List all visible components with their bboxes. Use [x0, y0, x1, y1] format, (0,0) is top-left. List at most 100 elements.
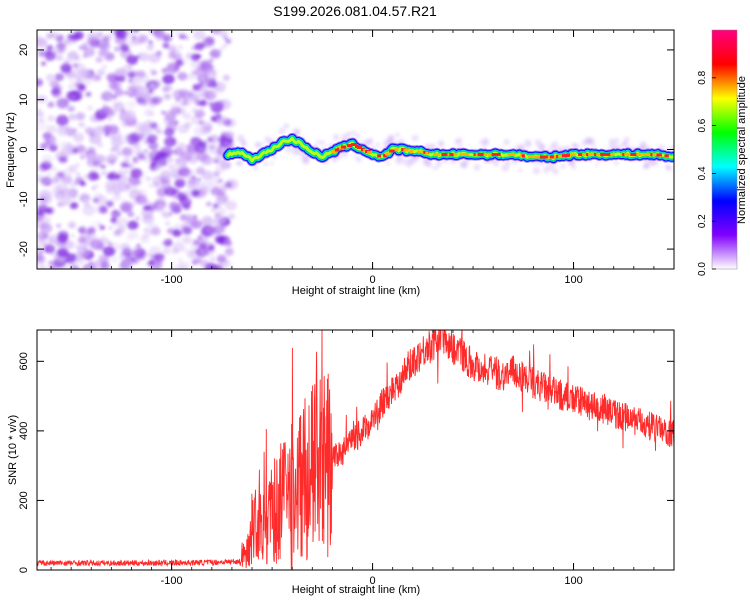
spectrogram-xtick-label: 0 [370, 274, 376, 286]
noise-blob [190, 249, 197, 255]
noise-blob [69, 37, 78, 44]
noise-blob [149, 203, 158, 210]
noise-blob [92, 198, 99, 204]
colorbar-tick-label: 0.4 [697, 166, 708, 180]
signal-hotspot [489, 152, 494, 156]
noise-blob [139, 235, 150, 244]
noise-blob [41, 154, 54, 164]
noise-blob [170, 139, 175, 143]
noise-blob [109, 148, 115, 153]
noise-blob [79, 180, 86, 187]
noise-blob [37, 117, 45, 123]
noise-blob [154, 164, 162, 170]
colorbar-ticks: 0.0 0.2 0.4 0.6 0.8 [697, 70, 716, 276]
halo-blob [256, 143, 261, 148]
halo-blob [595, 163, 599, 167]
noise-blob [180, 225, 187, 231]
noise-blob [85, 151, 91, 155]
noise-blob [83, 47, 95, 57]
noise-blob [177, 71, 188, 81]
signal-hotspot [441, 152, 447, 156]
noise-blob [82, 42, 88, 48]
colorbar: 0.0 0.2 0.4 0.6 0.8 Normalized spectral ampl… [697, 29, 748, 276]
signal-hotspot [565, 153, 570, 157]
signal-hotspot [596, 152, 602, 156]
noise-blob [46, 51, 51, 55]
noise-blob [152, 181, 161, 189]
signal-hotspot [533, 155, 538, 159]
noise-blob [208, 177, 222, 188]
signal-hotspot [590, 152, 595, 156]
noise-blob [162, 247, 171, 255]
signal-hotspot [465, 152, 470, 156]
noise-blob [139, 138, 144, 142]
spectrogram-noise [37, 30, 239, 269]
signal-hotspot [385, 152, 390, 156]
noise-blob [177, 124, 189, 134]
noise-blob [95, 154, 106, 164]
noise-blob [209, 256, 216, 262]
noise-blob [112, 210, 117, 214]
noise-blob [101, 91, 114, 102]
noise-blob [105, 180, 117, 191]
noise-blob [165, 221, 171, 226]
noise-blob [213, 158, 219, 164]
spectrogram-heatmap [37, 30, 674, 269]
noise-blob [148, 183, 154, 188]
noise-blob [46, 237, 56, 246]
noise-blob [69, 202, 79, 210]
noise-blob [113, 94, 117, 99]
halo-blob [355, 155, 362, 163]
noise-blob [162, 42, 170, 49]
noise-blob [157, 203, 165, 210]
noise-blob [162, 73, 175, 85]
noise-blob [133, 259, 139, 265]
noise-blob [218, 99, 232, 110]
noise-blob [110, 256, 119, 263]
halo-blob [241, 142, 247, 148]
signal-hotspot [377, 154, 382, 158]
signal-hotspot [346, 144, 352, 148]
noise-blob [181, 55, 192, 65]
noise-blob [199, 99, 208, 107]
noise-blob [148, 40, 153, 45]
halo-blob [341, 133, 350, 141]
noise-blob [66, 240, 77, 250]
signal-hotspot [656, 153, 662, 157]
noise-blob [211, 82, 219, 89]
signal-hotspot [570, 153, 576, 157]
noise-blob [169, 201, 177, 208]
noise-blob [125, 100, 137, 110]
noise-blob [222, 35, 228, 40]
halo-blob [609, 138, 615, 144]
noise-blob [97, 142, 103, 148]
spectrogram-ylabel: Frequency (Hz) [5, 112, 17, 188]
noise-blob [62, 175, 73, 185]
noise-blob [149, 245, 161, 256]
halo-blob [581, 140, 586, 145]
noise-blob [206, 228, 216, 236]
noise-blob [191, 70, 197, 75]
noise-blob [40, 61, 47, 66]
noise-blob [61, 141, 73, 151]
noise-blob [114, 228, 122, 235]
halo-blob [261, 142, 265, 146]
noise-blob [164, 186, 176, 197]
noise-blob [165, 156, 174, 164]
noise-blob [37, 245, 42, 251]
halo-blob [332, 157, 337, 163]
noise-blob [41, 216, 51, 224]
noise-blob [178, 34, 184, 39]
noise-blob [88, 73, 99, 82]
noise-blob [113, 191, 118, 195]
noise-blob [214, 235, 226, 244]
signal-hotspot [610, 152, 615, 156]
noise-blob [115, 174, 121, 180]
noise-blob [83, 54, 88, 59]
noise-blob [163, 239, 173, 247]
noise-blob [162, 34, 173, 43]
noise-blob [54, 73, 65, 82]
noise-blob [135, 216, 140, 221]
noise-blob [67, 71, 77, 80]
noise-blob [189, 169, 194, 174]
